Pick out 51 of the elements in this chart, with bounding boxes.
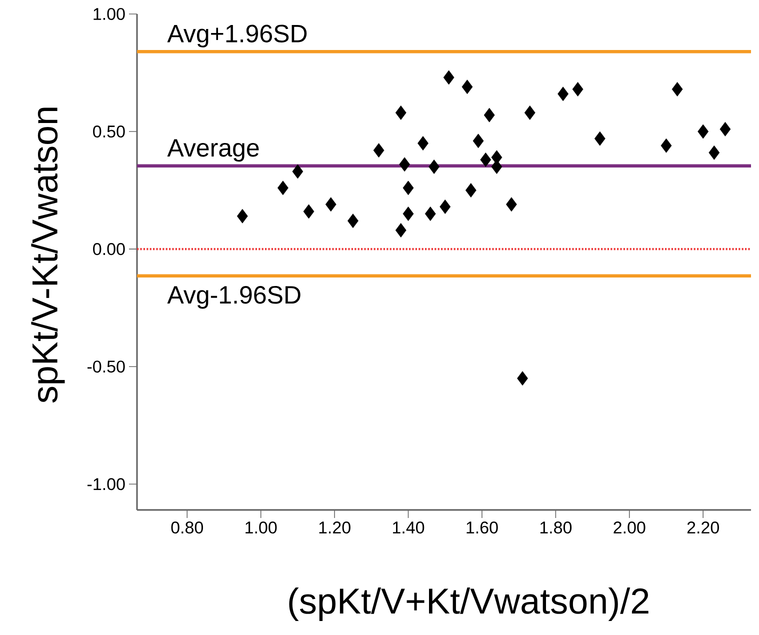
point <box>472 134 484 148</box>
point <box>303 204 314 219</box>
point <box>660 138 672 153</box>
point <box>424 206 436 221</box>
y-tick-label: 0.00 <box>93 243 125 256</box>
point <box>506 197 517 212</box>
y-tick-label: -0.50 <box>87 360 125 373</box>
point <box>292 164 304 179</box>
point <box>402 180 414 196</box>
point <box>462 80 473 94</box>
point <box>672 82 683 96</box>
y-tick-label: 0.50 <box>93 125 125 138</box>
point <box>418 136 428 150</box>
point <box>278 180 288 196</box>
point <box>395 106 406 120</box>
x-axis-title: (spKt/V+Kt/Vwatson)/2 <box>289 587 648 622</box>
point <box>399 157 410 172</box>
point <box>558 86 568 102</box>
ref-line-label: Avg-1.96SD <box>167 286 300 309</box>
point <box>373 143 384 158</box>
point <box>698 124 709 139</box>
y-tick-label: 1.00 <box>94 8 125 20</box>
point <box>236 208 248 224</box>
y-axis-title: spKt/V-Kt/Vwatson <box>31 108 65 403</box>
point <box>465 183 476 198</box>
point <box>440 200 451 214</box>
point <box>572 82 584 96</box>
x-tick-label: 1.60 <box>466 522 498 534</box>
point <box>484 108 495 122</box>
point <box>720 122 731 136</box>
x-tick-label: 2.20 <box>687 522 719 534</box>
x-tick-label: 0.80 <box>171 522 204 534</box>
point <box>348 214 358 228</box>
point <box>517 371 528 386</box>
point <box>594 131 606 146</box>
x-tick-label: 1.40 <box>393 522 424 534</box>
x-tick-label: 1.00 <box>246 522 277 534</box>
point <box>402 206 414 221</box>
x-tick-label: 2.00 <box>614 522 646 534</box>
x-tick-label: 1.20 <box>319 522 350 534</box>
point <box>428 160 440 174</box>
y-tick-label: -1.00 <box>87 478 125 490</box>
ref-line-label: Avg+1.96SD <box>167 24 307 48</box>
point <box>395 223 406 238</box>
x-tick-label: 1.80 <box>540 522 572 534</box>
point <box>480 152 492 167</box>
point <box>524 106 536 120</box>
ref-line-label: Average <box>167 139 259 162</box>
point <box>325 197 336 212</box>
point <box>443 70 454 85</box>
point <box>708 145 720 160</box>
